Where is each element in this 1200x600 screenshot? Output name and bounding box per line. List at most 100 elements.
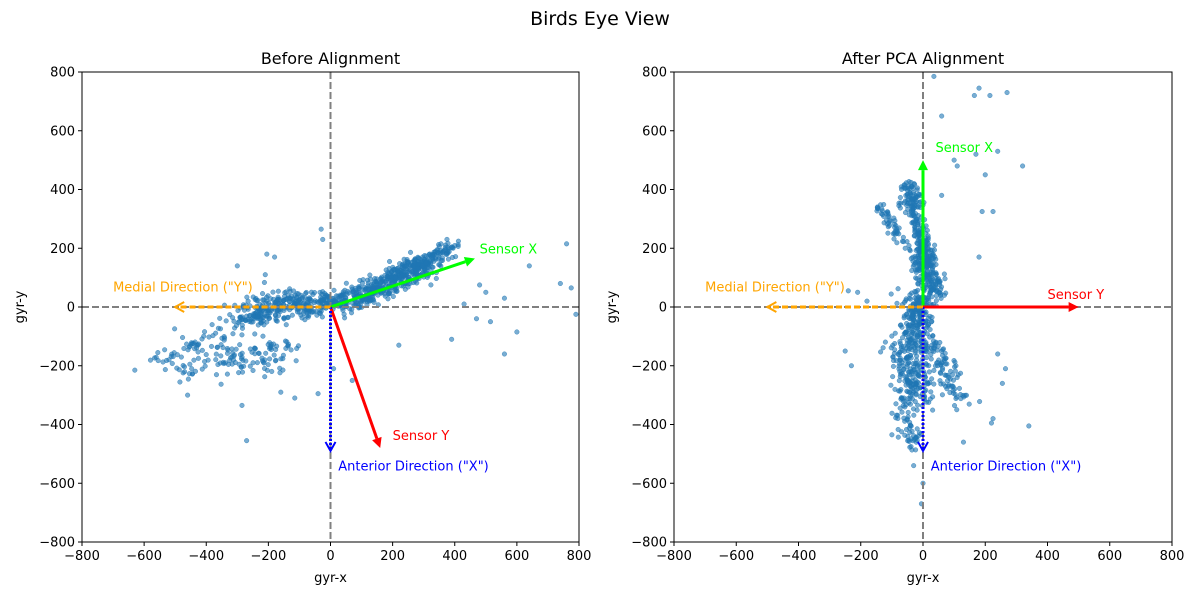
- scatter-point: [903, 329, 909, 335]
- scatter-point: [215, 362, 221, 368]
- chart-before-alignment: Sensor X Sensor Y Anterior Direction ("X")…: [13, 49, 591, 586]
- scatter-point: [292, 292, 298, 298]
- scatter-point: [976, 254, 982, 260]
- scatter-point: [573, 311, 579, 317]
- x-tick-label: −200: [843, 549, 879, 564]
- scatter-point: [272, 254, 278, 260]
- scatter-point: [203, 352, 209, 358]
- scatter-point: [259, 355, 265, 361]
- scatter-point: [897, 374, 903, 380]
- direction-arrow-1: [329, 306, 382, 448]
- scatter-point: [995, 351, 1001, 357]
- y-tick-label: −400: [39, 418, 75, 433]
- scatter-point: [895, 286, 901, 292]
- scatter-point: [952, 359, 958, 365]
- scatter-point: [295, 343, 301, 349]
- scatter-point: [880, 345, 886, 351]
- scatter-point: [187, 361, 193, 367]
- scatter-point: [912, 200, 918, 206]
- scatter-point: [927, 327, 933, 333]
- scatter-point: [262, 272, 268, 278]
- scatter-point: [477, 282, 483, 288]
- scatter-point: [213, 372, 219, 378]
- scatter-point: [172, 326, 178, 332]
- scatter-point: [274, 318, 280, 324]
- scatter-point: [199, 347, 205, 353]
- scatter-point: [988, 420, 994, 426]
- scatter-point: [291, 288, 297, 294]
- scatter-point: [433, 275, 439, 281]
- scatter-point: [914, 187, 920, 193]
- scatter-point: [278, 389, 284, 395]
- x-tick-label: −400: [188, 549, 224, 564]
- scatter-point: [931, 247, 937, 253]
- scatter-point: [902, 418, 908, 424]
- scatter-point: [289, 312, 295, 318]
- direction-arrow-0: [330, 256, 475, 309]
- scatter-point: [261, 360, 267, 366]
- scatter-point: [264, 251, 270, 257]
- scatter-point: [185, 392, 191, 398]
- scatter-point: [930, 260, 936, 266]
- scatter-point: [931, 256, 937, 262]
- scatter-point: [896, 200, 902, 206]
- scatter-point: [913, 247, 919, 253]
- scatter-point: [397, 261, 403, 267]
- scatter-point: [896, 225, 902, 231]
- scatter-point: [888, 382, 894, 388]
- scatter-point: [191, 357, 197, 363]
- scatter-point: [262, 374, 268, 380]
- direction-arrow-2: [324, 307, 337, 453]
- scatter-point: [271, 296, 277, 302]
- x-tick-label: −800: [656, 549, 692, 564]
- scatter-point: [271, 352, 277, 358]
- scatter-point: [916, 262, 922, 268]
- scatter-point: [487, 319, 493, 325]
- scatter-point: [995, 148, 1001, 154]
- scatter-point: [260, 291, 266, 297]
- scatter-point: [901, 344, 907, 350]
- scatter-point: [905, 369, 911, 375]
- scatter-point: [913, 380, 919, 386]
- scatter-point: [295, 299, 301, 305]
- scatter-point: [239, 350, 245, 356]
- scatter-point: [910, 205, 916, 211]
- scatter-point: [404, 258, 410, 264]
- scatter-point: [885, 211, 891, 217]
- scatter-point: [160, 359, 166, 365]
- x-tick-label: −200: [251, 549, 287, 564]
- scatter-point: [274, 307, 280, 313]
- scatter-point: [954, 374, 960, 380]
- scatter-point: [895, 426, 901, 432]
- scatter-point: [913, 435, 919, 441]
- scatter-point: [238, 364, 244, 370]
- scatter-point: [303, 290, 309, 296]
- x-tick-label: −600: [126, 549, 162, 564]
- scatter-point: [960, 392, 966, 398]
- scatter-point: [901, 313, 907, 319]
- scatter-point: [892, 330, 898, 336]
- scatter-point: [899, 409, 905, 415]
- scatter-point: [473, 316, 479, 322]
- direction-arrow-2: [917, 307, 929, 453]
- scatter-point: [949, 372, 955, 378]
- scatter-point: [225, 361, 231, 367]
- scatter-point: [892, 347, 898, 353]
- scatter-point: [915, 334, 921, 340]
- scatter-point: [951, 157, 957, 163]
- scatter-point: [192, 368, 198, 374]
- scatter-point: [923, 318, 929, 324]
- scatter-point: [958, 370, 964, 376]
- scatter-point: [885, 230, 891, 236]
- scatter-point: [331, 287, 337, 293]
- scatter-point: [305, 296, 311, 302]
- scatter-point: [388, 269, 394, 275]
- scatter-point: [924, 301, 930, 307]
- scatter-point: [232, 360, 238, 366]
- scatter-point: [312, 290, 318, 296]
- scatter-point: [890, 363, 896, 369]
- scatter-point: [908, 256, 914, 262]
- scatter-point: [899, 324, 905, 330]
- scatter-point: [349, 310, 355, 316]
- scatter-point: [385, 291, 391, 297]
